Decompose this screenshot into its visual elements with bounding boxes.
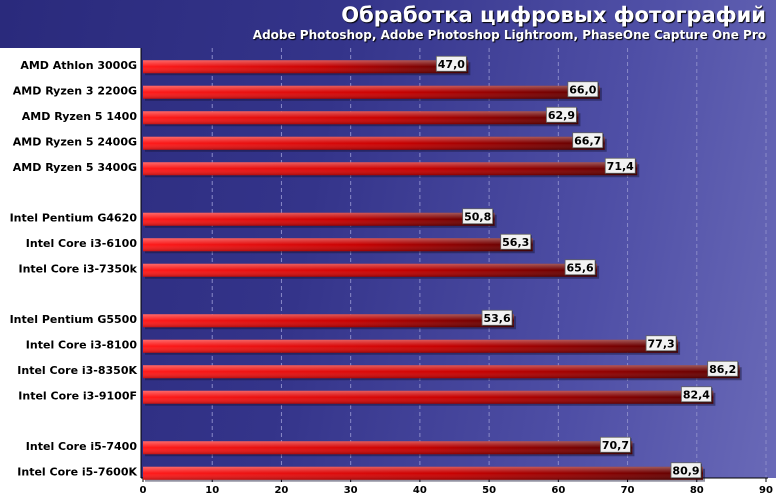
bar-highlight (143, 314, 515, 328)
value-label: 66,0 (569, 83, 596, 96)
x-tick-label: 60 (551, 485, 565, 496)
x-tick-label: 80 (690, 485, 704, 496)
bar-highlight (143, 85, 600, 99)
category-label: Intel Core i5-7600K (17, 465, 137, 478)
chart-title: Обработка цифровых фотографий (341, 3, 766, 27)
x-tick-label: 10 (205, 485, 219, 496)
x-tick-label: 70 (621, 485, 635, 496)
category-label: AMD Athlon 3000G (20, 59, 137, 72)
x-tick-label: 50 (482, 485, 496, 496)
value-label: 71,4 (607, 160, 634, 173)
value-box (670, 462, 702, 479)
bar-highlight (143, 339, 679, 353)
value-label: 65,6 (567, 261, 594, 274)
bar-highlight (143, 111, 579, 125)
value-box (567, 81, 599, 98)
bar-highlight (143, 212, 495, 226)
value-box (546, 106, 577, 123)
category-label: AMD Ryzen 5 2400G (13, 135, 137, 148)
value-label: 50,8 (464, 210, 491, 223)
category-label: AMD Ryzen 3 2200G (13, 84, 137, 97)
category-label: Intel Core i3-7350k (18, 262, 137, 275)
category-label: AMD Ryzen 5 1400 (22, 110, 138, 123)
x-tick-label: 90 (759, 485, 773, 496)
x-tick-label: 0 (140, 485, 147, 496)
value-box (462, 208, 494, 225)
value-label: 56,3 (502, 236, 529, 249)
value-label: 66,7 (574, 134, 601, 147)
value-label: 53,6 (483, 312, 510, 325)
bar-highlight (143, 466, 704, 480)
category-label: Intel Core i5-7400 (26, 440, 138, 453)
bar-highlight (143, 162, 638, 176)
category-label: Intel Pentium G5500 (10, 313, 138, 326)
value-box (564, 259, 596, 276)
bar-highlight (143, 263, 598, 277)
value-label: 62,9 (548, 109, 575, 122)
category-label: Intel Core i3-6100 (26, 237, 138, 250)
chart-subtitle: Adobe Photoshop, Adobe Photoshop Lightro… (252, 28, 766, 42)
x-tick-label: 20 (274, 485, 288, 496)
value-label: 82,4 (683, 388, 710, 401)
bar-highlight (143, 136, 605, 150)
category-label: Intel Core i3-8100 (26, 338, 138, 351)
value-label: 86,2 (709, 363, 736, 376)
value-label: 80,9 (672, 464, 699, 477)
category-label: Intel Pentium G4620 (10, 211, 138, 224)
value-box (604, 157, 636, 174)
value-box (572, 132, 604, 149)
bar-highlight (143, 441, 633, 455)
value-box (500, 233, 532, 250)
value-box (680, 386, 712, 403)
value-box (645, 335, 677, 352)
value-box (600, 436, 631, 453)
value-label: 70,7 (602, 439, 629, 452)
bar-highlight (143, 390, 714, 404)
bar-highlight (143, 365, 740, 379)
value-box (435, 55, 467, 72)
value-label: 77,3 (648, 337, 675, 350)
bar-highlight (143, 60, 469, 74)
category-label: Intel Core i3-8350K (17, 364, 137, 377)
category-label: Intel Core i3-9100F (18, 389, 137, 402)
x-tick-label: 40 (413, 485, 427, 496)
bar-highlight (143, 238, 533, 252)
category-label: AMD Ryzen 5 3400G (13, 161, 137, 174)
value-box (707, 360, 739, 377)
x-tick-label: 30 (344, 485, 358, 496)
value-box (481, 309, 513, 326)
value-label: 47,0 (438, 58, 465, 71)
category-label-panel (0, 48, 141, 478)
x-axis-band (0, 478, 776, 500)
